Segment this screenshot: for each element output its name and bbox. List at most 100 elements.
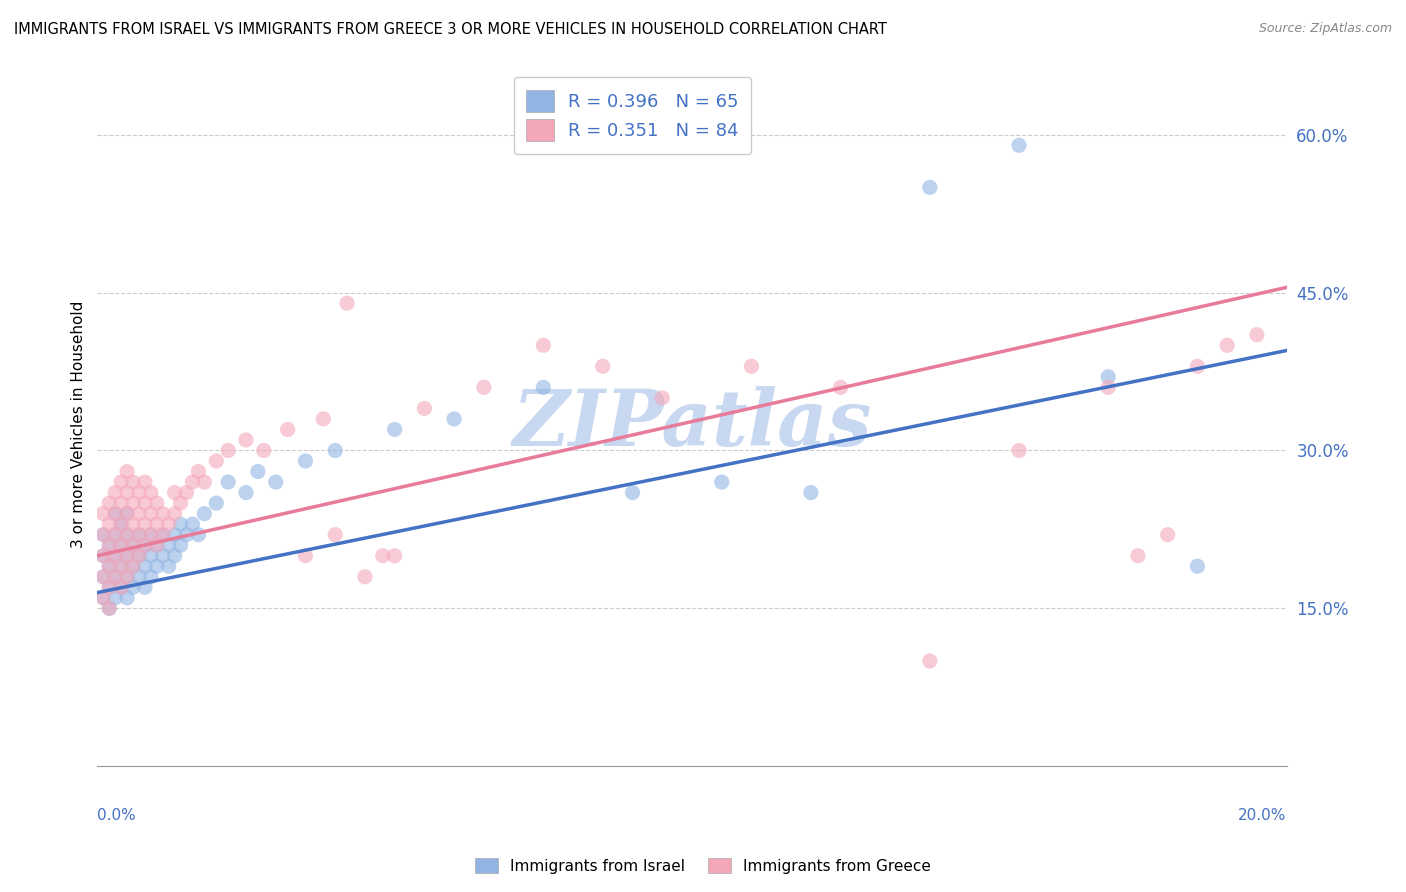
- Point: [1008, 443, 1031, 458]
- Point: [740, 359, 762, 374]
- Point: [134, 517, 156, 532]
- Point: [115, 549, 138, 563]
- Point: [176, 527, 198, 541]
- Point: [91, 549, 114, 563]
- Point: [134, 559, 156, 574]
- Text: IMMIGRANTS FROM ISRAEL VS IMMIGRANTS FROM GREECE 3 OR MORE VEHICLES IN HOUSEHOLD: IMMIGRANTS FROM ISRAEL VS IMMIGRANTS FRO…: [14, 22, 887, 37]
- Point: [115, 570, 138, 584]
- Point: [1008, 138, 1031, 153]
- Legend: R = 0.396   N = 65, R = 0.351   N = 84: R = 0.396 N = 65, R = 0.351 N = 84: [513, 78, 751, 154]
- Point: [134, 475, 156, 489]
- Point: [139, 527, 162, 541]
- Point: [134, 538, 156, 552]
- Point: [98, 601, 121, 615]
- Point: [1097, 380, 1119, 394]
- Point: [128, 527, 150, 541]
- Point: [115, 549, 138, 563]
- Point: [413, 401, 436, 416]
- Point: [98, 517, 121, 532]
- Point: [91, 527, 114, 541]
- Point: [139, 527, 162, 541]
- Point: [277, 422, 299, 436]
- Point: [531, 380, 554, 394]
- Point: [294, 549, 316, 563]
- Point: [1246, 327, 1268, 342]
- Point: [1187, 559, 1209, 574]
- Point: [91, 591, 114, 605]
- Point: [104, 507, 127, 521]
- Point: [354, 570, 377, 584]
- Point: [115, 507, 138, 521]
- Point: [294, 454, 316, 468]
- Point: [98, 559, 121, 574]
- Point: [139, 507, 162, 521]
- Point: [710, 475, 733, 489]
- Point: [122, 496, 145, 510]
- Point: [91, 570, 114, 584]
- Point: [235, 485, 257, 500]
- Point: [134, 496, 156, 510]
- Point: [115, 485, 138, 500]
- Point: [621, 485, 644, 500]
- Point: [193, 475, 215, 489]
- Point: [163, 549, 186, 563]
- Point: [157, 559, 180, 574]
- Point: [651, 391, 673, 405]
- Point: [146, 559, 169, 574]
- Point: [134, 538, 156, 552]
- Point: [104, 591, 127, 605]
- Point: [110, 580, 132, 594]
- Point: [104, 527, 127, 541]
- Point: [128, 549, 150, 563]
- Point: [800, 485, 823, 500]
- Point: [384, 422, 406, 436]
- Point: [181, 475, 204, 489]
- Point: [1216, 338, 1239, 352]
- Point: [91, 549, 114, 563]
- Text: 20.0%: 20.0%: [1239, 808, 1286, 823]
- Point: [91, 527, 114, 541]
- Point: [139, 485, 162, 500]
- Point: [152, 527, 174, 541]
- Point: [163, 507, 186, 521]
- Point: [264, 475, 287, 489]
- Point: [98, 601, 121, 615]
- Point: [187, 527, 209, 541]
- Point: [115, 527, 138, 541]
- Point: [128, 549, 150, 563]
- Point: [122, 538, 145, 552]
- Point: [246, 465, 269, 479]
- Legend: Immigrants from Israel, Immigrants from Greece: Immigrants from Israel, Immigrants from …: [468, 852, 938, 880]
- Point: [110, 517, 132, 532]
- Point: [104, 570, 127, 584]
- Point: [110, 580, 132, 594]
- Point: [98, 538, 121, 552]
- Point: [152, 549, 174, 563]
- Point: [157, 517, 180, 532]
- Point: [98, 580, 121, 594]
- Point: [1156, 527, 1178, 541]
- Point: [323, 443, 346, 458]
- Point: [384, 549, 406, 563]
- Point: [205, 454, 228, 468]
- Point: [187, 465, 209, 479]
- Point: [235, 433, 257, 447]
- Y-axis label: 3 or more Vehicles in Household: 3 or more Vehicles in Household: [72, 301, 86, 548]
- Point: [163, 485, 186, 500]
- Point: [163, 527, 186, 541]
- Point: [98, 559, 121, 574]
- Point: [371, 549, 394, 563]
- Point: [115, 570, 138, 584]
- Point: [157, 538, 180, 552]
- Point: [336, 296, 359, 310]
- Point: [1126, 549, 1149, 563]
- Point: [122, 559, 145, 574]
- Point: [134, 580, 156, 594]
- Point: [169, 538, 191, 552]
- Point: [472, 380, 495, 394]
- Point: [830, 380, 852, 394]
- Point: [169, 517, 191, 532]
- Text: ZIPatlas: ZIPatlas: [512, 386, 872, 462]
- Point: [592, 359, 614, 374]
- Point: [104, 527, 127, 541]
